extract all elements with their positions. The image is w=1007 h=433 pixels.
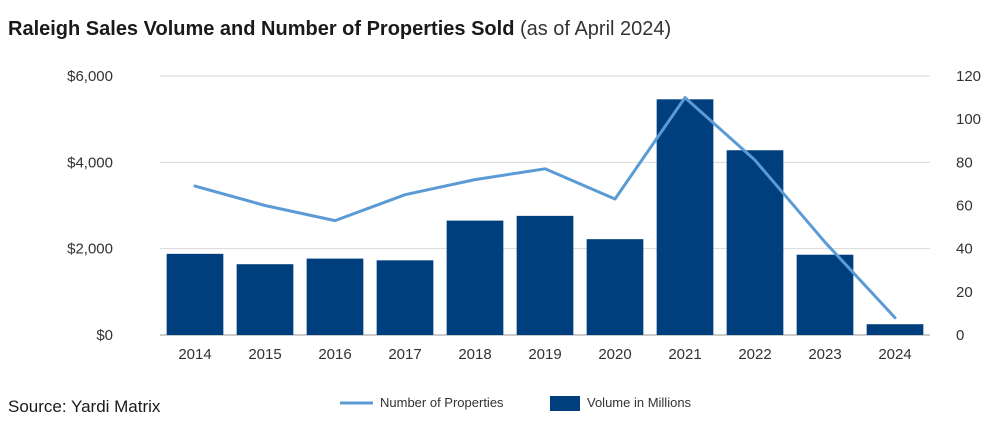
bar-2018 (446, 220, 504, 335)
source-note: Source: Yardi Matrix (8, 397, 161, 416)
y-right-tick-label: 80 (956, 154, 973, 171)
x-tick-label: 2022 (738, 346, 771, 363)
y-left-tick-label: $4,000 (67, 154, 113, 171)
x-tick-label: 2021 (668, 346, 701, 363)
legend-label-properties: Number of Properties (380, 395, 504, 410)
bar-series (166, 99, 924, 335)
x-tick-label: 2014 (178, 346, 211, 363)
x-tick-label: 2023 (808, 346, 841, 363)
bar-2016 (306, 258, 364, 335)
y-right-tick-label: 40 (956, 241, 973, 258)
bar-2014 (166, 253, 224, 335)
y-right-tick-label: 120 (956, 68, 981, 85)
chart-subtitle: (as of April 2024) (519, 18, 672, 40)
bar-2023 (796, 254, 854, 335)
y-right-tick-label: 100 (956, 111, 981, 128)
x-tick-label: 2015 (248, 346, 281, 363)
x-tick-label: 2024 (878, 346, 911, 363)
y-axis-right: 0 20 40 60 80 100 120 (956, 68, 981, 344)
y-right-tick-label: 20 (956, 284, 973, 301)
line-series (193, 96, 897, 320)
legend: Number of Properties Volume in Millions (340, 395, 692, 411)
x-tick-label: 2020 (598, 346, 631, 363)
x-tick-label: 2018 (458, 346, 491, 363)
x-tick-label: 2016 (318, 346, 351, 363)
bar-2020 (586, 239, 644, 335)
bar-2024 (866, 324, 924, 335)
bar-2021 (656, 99, 714, 335)
chart-title: Raleigh Sales Volume and Number of Prope… (8, 18, 671, 41)
bar-2015 (236, 264, 294, 335)
bar-2017 (376, 260, 434, 335)
chart-title-main: Raleigh Sales Volume and Number of Prope… (8, 18, 515, 40)
x-tick-label: 2017 (388, 346, 421, 363)
bar-2019 (516, 215, 574, 335)
x-tick-label: 2019 (528, 346, 561, 363)
y-right-tick-label: 60 (956, 198, 973, 215)
y-left-tick-label: $0 (96, 327, 113, 344)
legend-bar-swatch (550, 396, 580, 411)
y-right-tick-label: 0 (956, 327, 964, 344)
y-axis-left: $0 $2,000 $4,000 $6,000 (67, 68, 113, 344)
y-left-tick-label: $6,000 (67, 68, 113, 85)
legend-label-volume: Volume in Millions (587, 395, 692, 410)
x-axis: 2014 2015 2016 2017 2018 2019 2020 2021 2022 2023… (178, 346, 911, 363)
y-left-tick-label: $2,000 (67, 241, 113, 258)
bar-2022 (726, 150, 784, 335)
